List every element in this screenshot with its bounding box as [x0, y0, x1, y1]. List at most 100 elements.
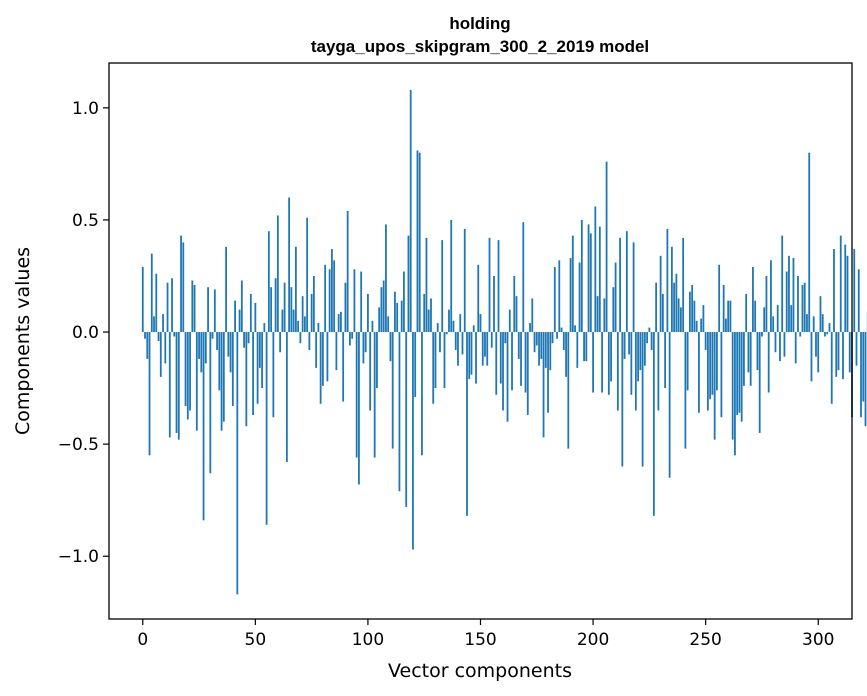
bar-234 [668, 332, 671, 478]
bar-63 [283, 282, 286, 333]
bar-160 [502, 332, 504, 411]
bar-86 [335, 332, 338, 371]
bar-70 [299, 332, 302, 344]
bar-154 [488, 237, 491, 333]
bar-263 [734, 332, 736, 456]
bar-20 [186, 332, 189, 420]
bar-189 [567, 332, 570, 449]
bar-210 [614, 262, 617, 333]
bar-81 [324, 264, 327, 333]
bar-118 [407, 235, 410, 333]
x-tick-label: 100 [352, 630, 384, 650]
bar-179 [544, 332, 547, 368]
chart-subtitle: tayga_upos_skipgram_300_2_2019 model [311, 37, 649, 56]
bar-76 [312, 275, 315, 333]
bar-114 [398, 332, 401, 492]
bar-292 [799, 332, 802, 337]
bar-137 [450, 219, 453, 333]
bar-171 [526, 332, 529, 415]
bar-218 [632, 242, 635, 333]
bar-167 [517, 332, 520, 359]
bar-313 [846, 255, 849, 333]
bar-44 [240, 280, 243, 333]
bar-207 [607, 332, 610, 395]
bar-115 [400, 300, 403, 333]
bar-294 [803, 282, 806, 333]
bar-286 [785, 271, 788, 333]
bar-298 [812, 316, 815, 333]
bar-214 [623, 332, 626, 359]
bar-305 [828, 323, 831, 333]
bar-124 [421, 332, 423, 456]
bar-306 [830, 332, 833, 404]
bar-200 [592, 332, 594, 393]
bar-205 [603, 298, 606, 333]
bar-100 [367, 293, 369, 333]
bar-102 [371, 320, 374, 333]
bar-67 [292, 309, 295, 333]
bar-266 [740, 332, 743, 422]
bar-39 [229, 332, 232, 373]
bar-94 [353, 269, 356, 333]
bar-312 [844, 244, 847, 333]
bar-138 [452, 320, 455, 333]
bar-265 [738, 332, 741, 413]
bar-151 [481, 332, 484, 366]
bar-105 [378, 307, 381, 333]
bar-139 [454, 332, 457, 350]
bar-93 [351, 332, 354, 339]
bar-283 [779, 332, 781, 362]
x-tick-label: 0 [137, 630, 148, 650]
bar-150 [479, 314, 482, 333]
bar-37 [225, 246, 227, 333]
bar-122 [416, 150, 419, 333]
bar-236 [673, 282, 676, 333]
bar-13 [171, 278, 173, 333]
bar-85 [333, 260, 336, 333]
bar-176 [538, 332, 540, 366]
bar-303 [824, 332, 826, 337]
bar-268 [745, 293, 748, 333]
bar-55 [265, 332, 268, 525]
bar-79 [319, 332, 322, 404]
bar-28 [204, 332, 207, 364]
bar-33 [216, 332, 218, 350]
bar-119 [409, 89, 412, 333]
bar-275 [761, 332, 763, 337]
bar-120 [412, 332, 414, 550]
bar-209 [612, 287, 615, 333]
bar-319 [860, 332, 862, 418]
bar-223 [643, 332, 646, 366]
bar-15 [175, 332, 178, 433]
bar-91 [346, 210, 349, 333]
bar-47 [247, 332, 250, 344]
bar-25 [198, 332, 200, 359]
bar-155 [490, 332, 493, 348]
bar-1 [144, 332, 146, 339]
bar-231 [661, 293, 664, 333]
bar-287 [788, 255, 790, 333]
bar-228 [655, 282, 658, 333]
bar-117 [405, 332, 408, 507]
bar-213 [621, 332, 624, 467]
bar-8 [159, 332, 162, 377]
bar-196 [583, 332, 585, 362]
bar-3 [148, 332, 151, 456]
bar-302 [821, 314, 824, 333]
bar-280 [772, 316, 775, 333]
y-tick-label: −1.0 [58, 547, 99, 567]
bar-40 [231, 332, 234, 407]
bar-267 [743, 332, 745, 386]
bar-35 [220, 332, 223, 431]
bar-291 [797, 275, 799, 333]
bar-249 [702, 305, 705, 333]
bar-276 [763, 307, 766, 333]
bar-158 [497, 240, 500, 333]
bar-136 [448, 309, 450, 333]
bar-0 [141, 267, 144, 333]
bar-30 [209, 332, 212, 474]
bar-149 [477, 264, 480, 333]
bar-217 [630, 332, 633, 395]
bar-12 [168, 332, 171, 438]
y-tick-label: −0.5 [58, 435, 99, 455]
